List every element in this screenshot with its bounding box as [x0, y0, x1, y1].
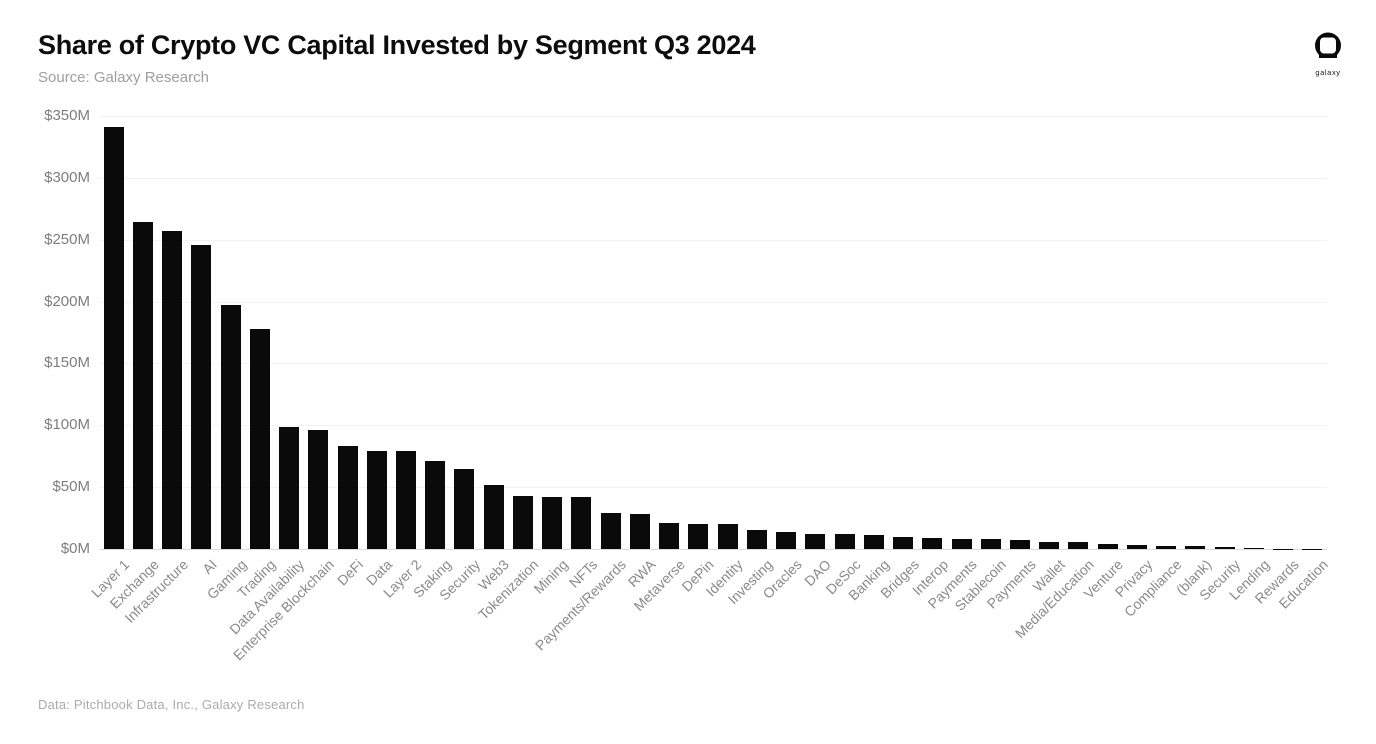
y-tick-label: $50M	[52, 478, 90, 496]
bar	[1156, 545, 1177, 549]
bar	[396, 451, 416, 549]
bar	[1097, 544, 1118, 549]
bar	[542, 497, 563, 549]
bar	[162, 231, 183, 549]
bar	[366, 451, 387, 549]
bar	[1126, 544, 1147, 549]
bar	[512, 495, 533, 549]
bar	[1039, 541, 1060, 549]
bar	[922, 537, 943, 549]
bar	[1214, 547, 1235, 549]
x-axis-line	[99, 549, 1327, 550]
x-tick-label: DeFi	[333, 556, 367, 589]
gridline	[99, 425, 1327, 427]
bar	[571, 497, 592, 549]
bar	[863, 535, 884, 549]
y-tick-label: $0M	[60, 540, 90, 557]
galaxy-logo-icon	[1311, 32, 1345, 66]
bar	[834, 534, 855, 549]
bar	[951, 539, 972, 549]
gridline	[99, 487, 1327, 489]
bar	[279, 426, 300, 549]
bar	[1243, 548, 1264, 549]
y-tick-label: $100M	[44, 416, 90, 434]
bar	[629, 514, 650, 549]
bar	[688, 524, 709, 549]
y-tick-label: $150M	[44, 354, 90, 372]
y-tick-label: $300M	[44, 168, 90, 186]
bar	[746, 530, 767, 549]
x-tick-label: AI	[199, 556, 220, 577]
chart-subtitle: Source: Galaxy Research	[38, 69, 209, 86]
bar	[1185, 545, 1206, 549]
bar	[893, 536, 914, 549]
bar	[483, 484, 504, 549]
galaxy-logo: galaxy	[1305, 30, 1351, 77]
bar	[308, 430, 329, 549]
bar	[337, 446, 358, 549]
bar	[103, 127, 124, 549]
bar	[191, 244, 212, 549]
y-tick-label: $250M	[44, 230, 90, 248]
y-tick-label: $350M	[44, 107, 90, 124]
bar	[454, 468, 475, 549]
bar	[132, 222, 153, 549]
bar	[776, 531, 797, 549]
bar	[805, 534, 826, 549]
bar	[659, 523, 680, 549]
gridline	[99, 177, 1327, 179]
gridline	[99, 363, 1327, 365]
data-credit: Data: Pitchbook Data, Inc., Galaxy Resea…	[38, 697, 305, 712]
bar	[717, 524, 738, 549]
plot-area: Layer 1 Exchange Infrastructure AI Gaming Tra…	[88, 116, 1331, 663]
bar	[1010, 540, 1030, 549]
bar	[220, 305, 241, 549]
gridline	[99, 116, 1327, 117]
galaxy-logo-wordmark: galaxy	[1315, 68, 1341, 77]
y-tick-label: $200M	[44, 292, 90, 310]
bar	[1068, 541, 1089, 549]
bar	[249, 328, 270, 549]
gridline	[99, 301, 1327, 303]
y-axis: $0M $50M $100M $150M $200M $250M $300M $350M	[18, 108, 90, 557]
gridline	[99, 239, 1327, 241]
chart-title: Share of Crypto VC Capital Invested by S…	[38, 30, 756, 60]
bar	[980, 539, 1001, 549]
bar	[425, 461, 446, 549]
bar	[600, 513, 621, 549]
